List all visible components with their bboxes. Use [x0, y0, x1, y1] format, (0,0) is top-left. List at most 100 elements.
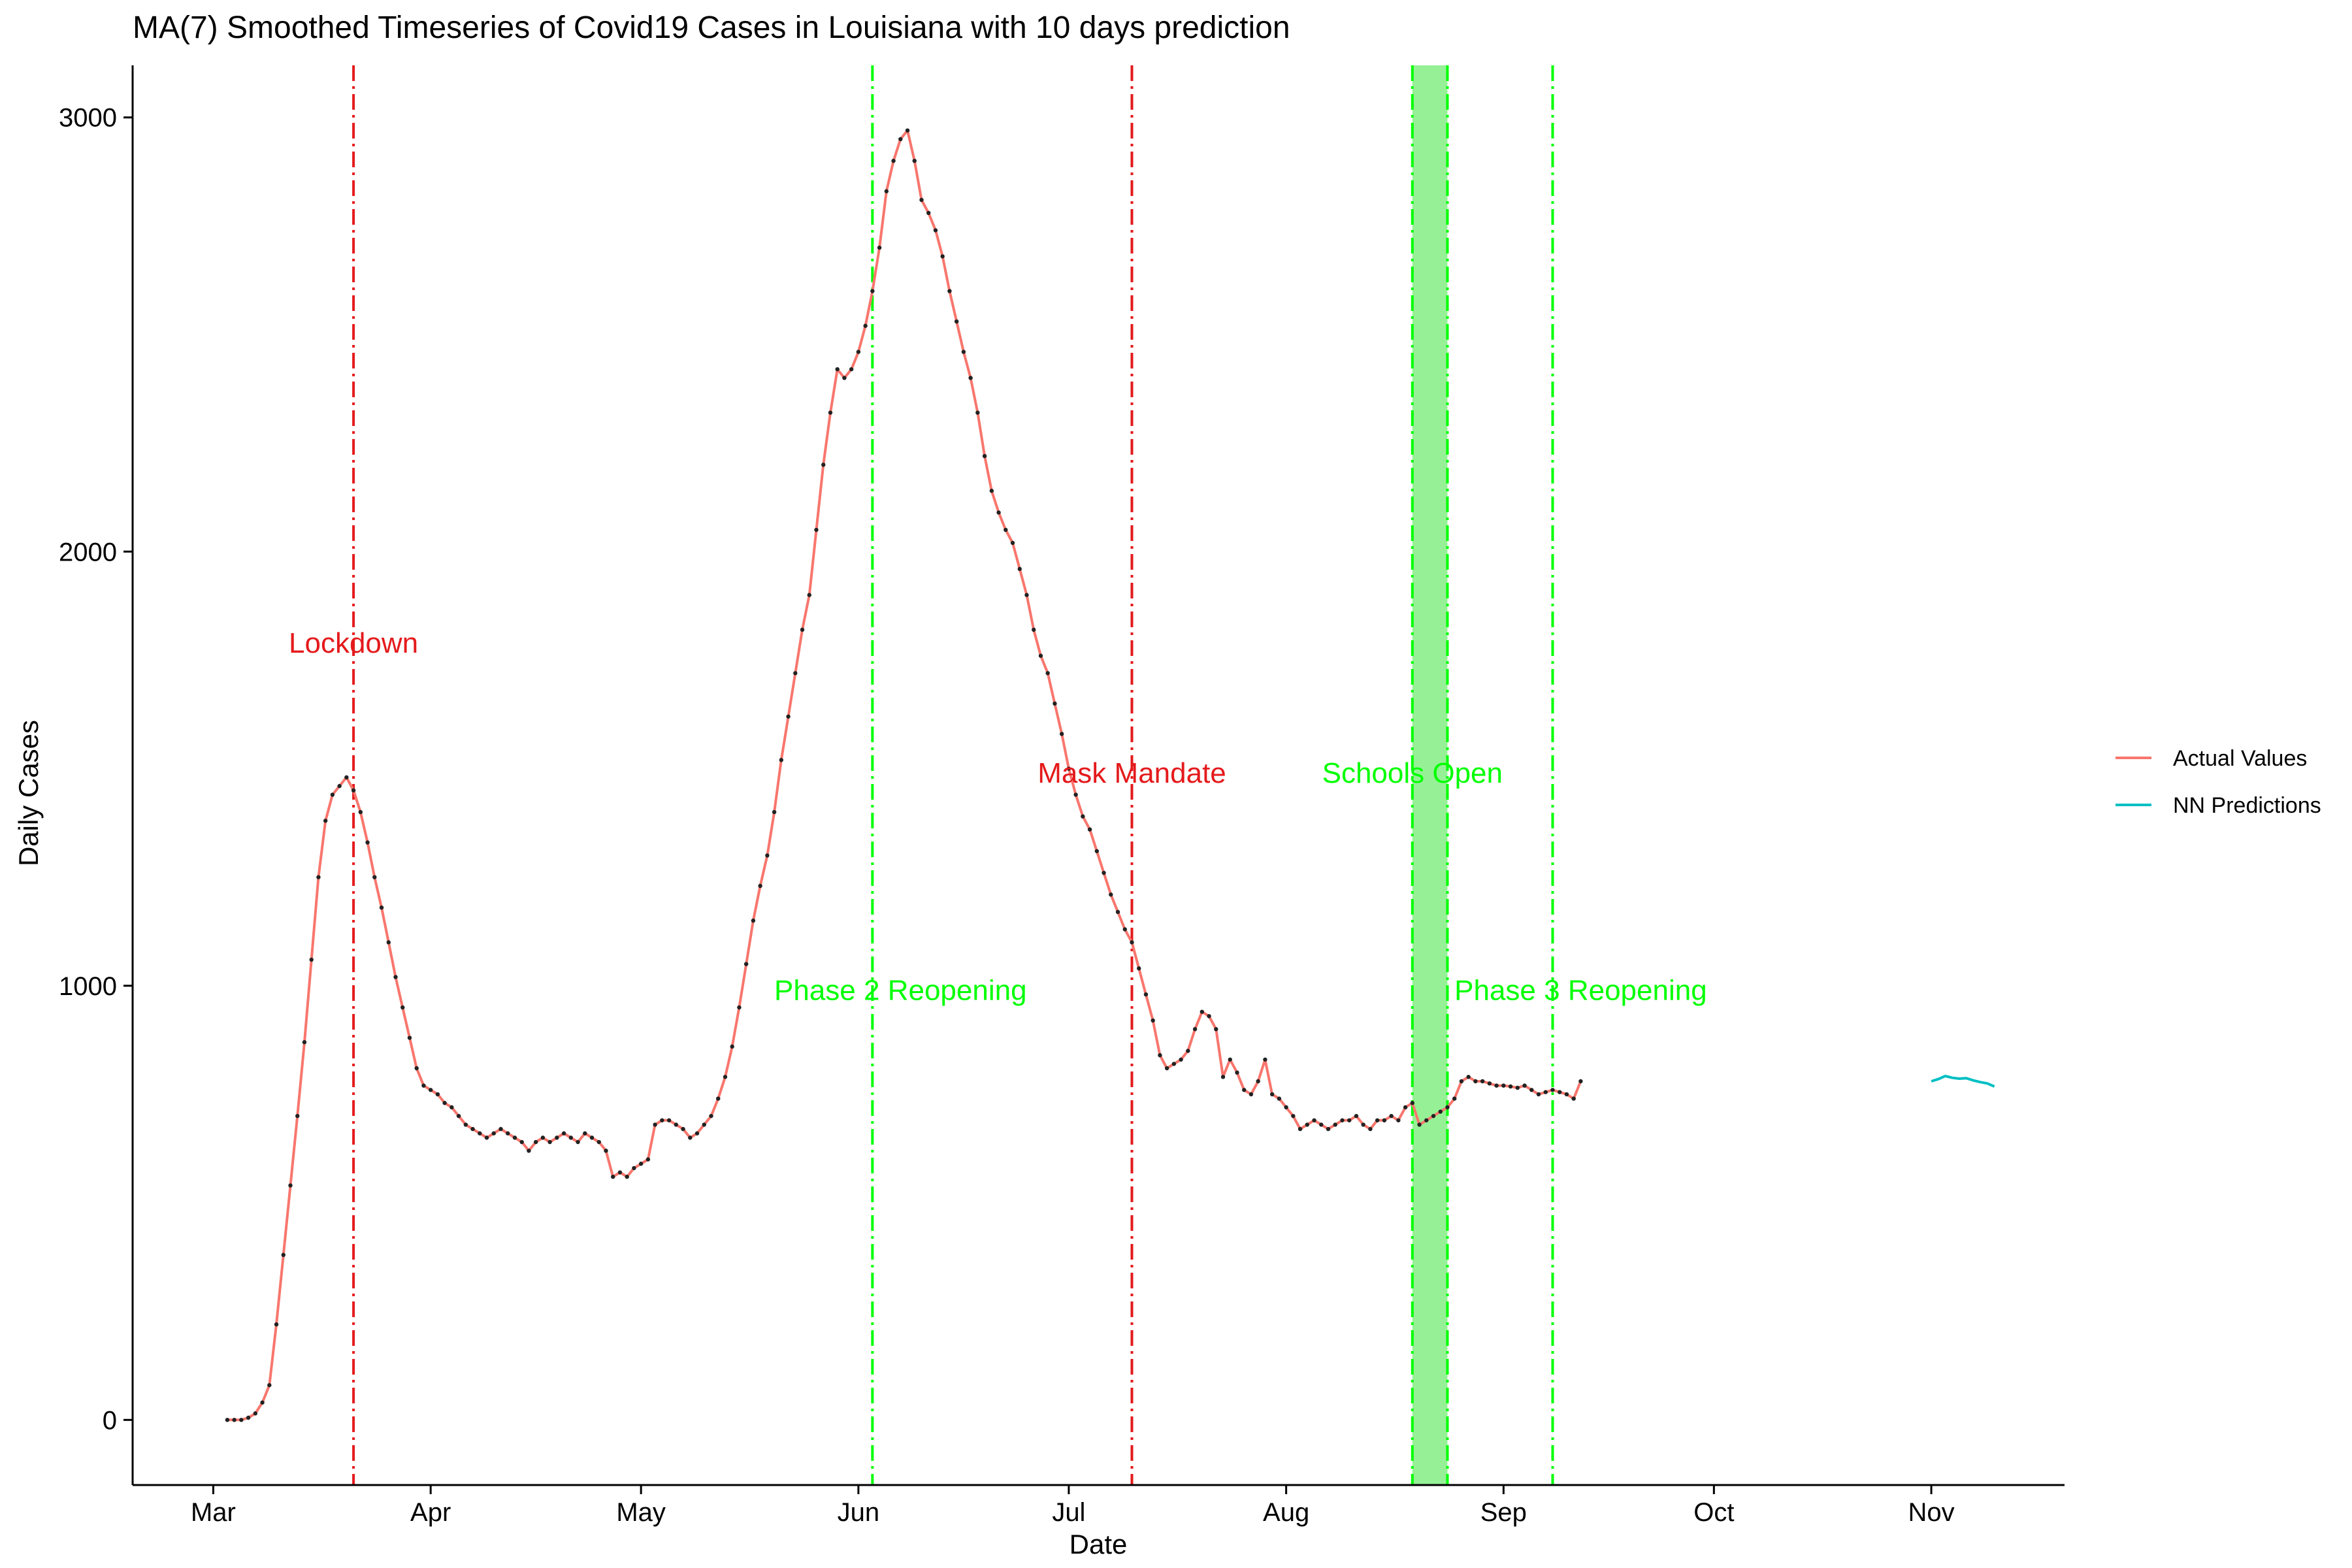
data-point [751, 918, 756, 923]
data-point [1053, 701, 1057, 706]
data-point [442, 1101, 447, 1105]
y-tick-label: 2000 [59, 538, 117, 566]
data-point [926, 210, 931, 216]
data-point [576, 1139, 580, 1145]
data-point [1010, 540, 1015, 546]
data-point [1431, 1113, 1436, 1119]
data-point [954, 319, 959, 324]
data-point [1480, 1079, 1485, 1084]
data-point [688, 1135, 693, 1140]
data-point [772, 809, 777, 815]
data-point [253, 1411, 258, 1416]
annotation-layer: Lockdown Phase 2 Reopening Mask Mandate Sch… [289, 627, 1707, 1007]
axes [131, 65, 2065, 1486]
data-point [898, 137, 903, 142]
data-point [1564, 1092, 1569, 1097]
data-point [842, 376, 847, 380]
data-point [281, 1252, 286, 1258]
y-tick-label: 1000 [59, 972, 117, 1001]
data-point [1326, 1126, 1331, 1132]
data-point [940, 254, 945, 259]
x-tick-label: Oct [1693, 1498, 1734, 1527]
data-point [491, 1131, 496, 1135]
data-point [288, 1183, 293, 1188]
data-point [828, 410, 833, 415]
shaded-band-layer [1412, 65, 1448, 1485]
data-point [1066, 766, 1071, 771]
data-point [1319, 1122, 1324, 1127]
data-point [1375, 1118, 1380, 1122]
data-point [344, 775, 349, 780]
data-point [1536, 1092, 1541, 1097]
data-point [519, 1139, 524, 1145]
data-point [414, 1066, 419, 1071]
data-point [975, 410, 980, 415]
data-point [821, 463, 826, 467]
data-point [856, 350, 861, 354]
data-point [1305, 1122, 1310, 1127]
data-point [1550, 1088, 1555, 1092]
data-point [716, 1096, 721, 1101]
data-point [884, 189, 889, 193]
data-point [793, 671, 798, 676]
data-point [1171, 1062, 1177, 1066]
data-point [743, 962, 749, 966]
data-point [358, 809, 363, 815]
x-tick-label: Jun [838, 1498, 880, 1527]
data-point [723, 1075, 728, 1079]
data-point [1228, 1057, 1232, 1062]
data-point [666, 1118, 672, 1122]
data-point [225, 1418, 230, 1422]
data-point [1522, 1083, 1527, 1088]
data-point [1200, 1009, 1205, 1014]
data-point [274, 1322, 279, 1327]
data-point [512, 1135, 517, 1140]
data-point [1038, 653, 1043, 658]
data-point [737, 1005, 742, 1010]
data-point [1382, 1118, 1387, 1122]
data-point [232, 1418, 237, 1422]
data-point [1578, 1079, 1583, 1084]
data-point [1508, 1084, 1513, 1089]
data-point [660, 1118, 664, 1122]
data-point [351, 788, 356, 792]
x-tick-label: Sep [1480, 1498, 1527, 1527]
x-tick-label: Jul [1052, 1498, 1085, 1527]
legend-label: NN Predictions [2173, 793, 2321, 818]
data-point [1087, 827, 1092, 832]
data-point [1466, 1075, 1471, 1079]
data-point [540, 1135, 546, 1140]
data-point [617, 1170, 623, 1175]
data-point [428, 1088, 433, 1092]
data-point [786, 714, 791, 719]
y-axis-title: Daily Cases [13, 720, 44, 866]
data-point [1256, 1079, 1260, 1084]
data-point [435, 1092, 440, 1097]
data-point [611, 1174, 615, 1179]
data-point [1417, 1122, 1422, 1127]
data-point [400, 1005, 405, 1010]
data-point [1347, 1118, 1352, 1122]
data-point [982, 453, 987, 459]
data-point [1179, 1057, 1183, 1062]
data-point [1298, 1126, 1303, 1132]
data-point [779, 758, 784, 762]
data-point [604, 1149, 608, 1153]
data-point [870, 289, 875, 293]
data-point [527, 1149, 531, 1153]
x-axis-title: Date [1070, 1529, 1128, 1560]
data-point [1515, 1085, 1520, 1090]
y-tick-label: 3000 [59, 104, 117, 133]
data-point [1192, 1027, 1198, 1032]
x-tick-label: Aug [1263, 1498, 1309, 1527]
chart-title: MA(7) Smoothed Timeseries of Covid19 Cas… [133, 10, 1290, 45]
data-point [730, 1044, 734, 1049]
data-point [1115, 909, 1120, 915]
data-point [1249, 1092, 1254, 1097]
data-point [1004, 527, 1008, 532]
data-point [996, 510, 1001, 515]
annotation-label: Phase 2 Reopening [774, 974, 1027, 1006]
data-point [1459, 1079, 1464, 1084]
data-point [919, 197, 924, 203]
